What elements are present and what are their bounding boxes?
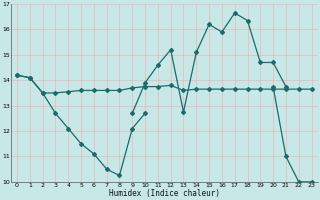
X-axis label: Humidex (Indice chaleur): Humidex (Indice chaleur): [109, 189, 220, 198]
